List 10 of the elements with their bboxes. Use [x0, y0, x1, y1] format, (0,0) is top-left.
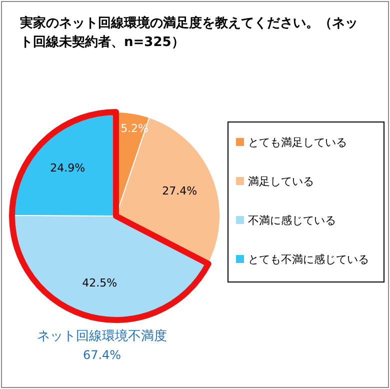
text: ネット回線環境不満度 — [37, 328, 167, 344]
data-label: 24.9% — [50, 161, 86, 174]
chart-title: 実家のネット回線環境の満足度を教えてください。（ネット回線未契約者、n=325） — [20, 14, 359, 52]
legend-label: とても不満に感じている — [248, 253, 369, 266]
legend-label: 満足している — [248, 175, 314, 188]
text: 67.4% — [82, 348, 122, 362]
legend-label: 不満に感じている — [248, 214, 336, 227]
data-label: 27.4% — [162, 184, 198, 198]
legend-label: とても満足している — [248, 136, 347, 149]
data-label: 42.5% — [82, 276, 118, 290]
